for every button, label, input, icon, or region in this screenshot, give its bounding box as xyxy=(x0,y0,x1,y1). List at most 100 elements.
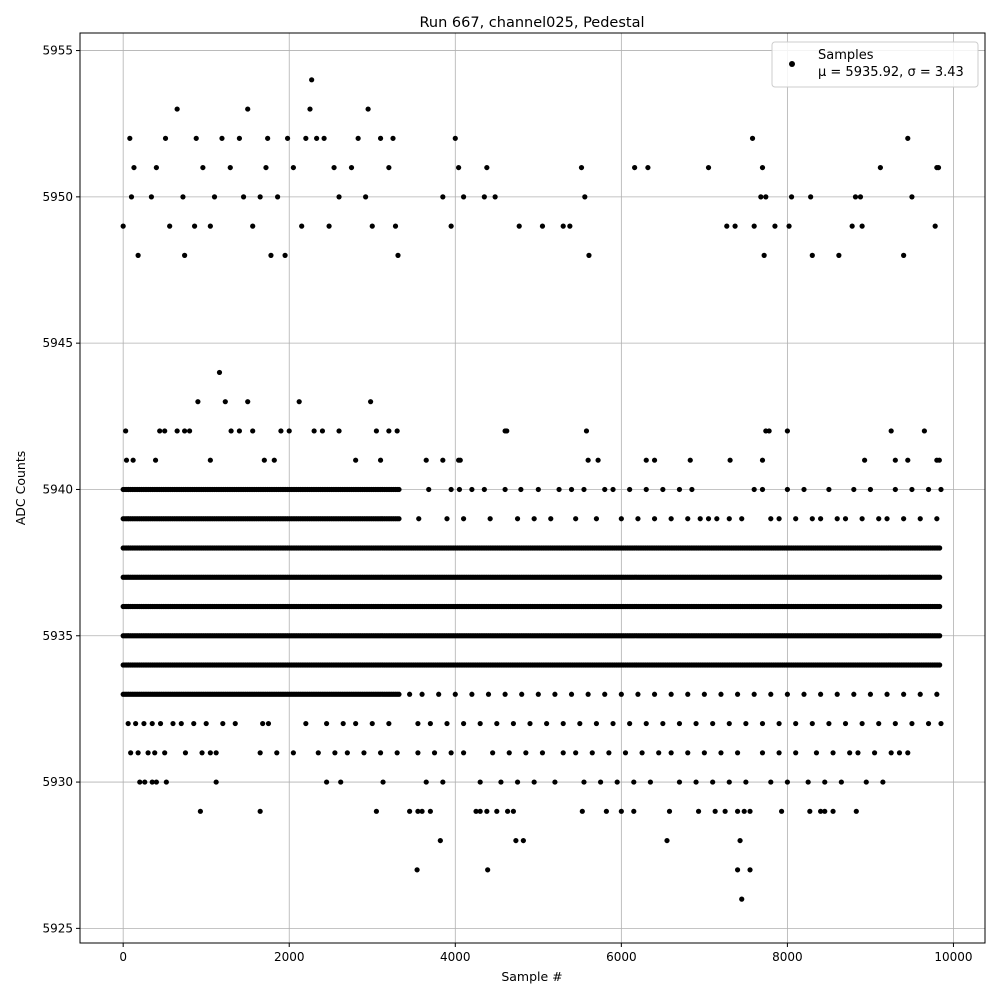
data-point xyxy=(395,252,401,258)
data-point xyxy=(793,750,799,756)
data-point xyxy=(818,516,824,522)
data-point xyxy=(290,164,296,171)
data-point xyxy=(877,164,883,171)
data-point xyxy=(838,779,844,785)
data-point xyxy=(174,428,180,434)
data-points xyxy=(120,77,944,902)
data-point xyxy=(822,779,828,785)
data-point xyxy=(213,779,219,785)
data-point xyxy=(460,194,467,200)
data-point xyxy=(778,808,785,814)
data-point xyxy=(315,750,321,756)
legend-marker xyxy=(789,61,795,67)
data-point xyxy=(651,516,658,522)
data-point xyxy=(484,808,490,814)
data-point xyxy=(303,135,309,141)
data-point xyxy=(444,720,450,727)
data-point xyxy=(676,486,683,493)
data-point xyxy=(867,691,874,697)
data-point xyxy=(396,486,402,493)
data-point xyxy=(440,457,446,463)
data-point xyxy=(685,516,691,522)
data-point xyxy=(162,428,168,434)
data-point xyxy=(722,808,728,814)
data-point xyxy=(127,135,133,141)
data-point xyxy=(319,428,326,434)
data-point xyxy=(220,720,226,727)
data-point xyxy=(586,252,592,258)
data-point xyxy=(182,252,188,258)
data-point xyxy=(938,720,944,727)
data-point xyxy=(377,457,384,463)
data-point xyxy=(668,691,674,697)
data-point xyxy=(697,516,703,522)
data-point xyxy=(737,837,743,844)
data-point xyxy=(618,808,624,814)
data-point xyxy=(213,750,219,756)
data-point xyxy=(552,779,558,785)
x-tick-label: 10000 xyxy=(934,950,972,964)
data-point xyxy=(618,516,624,522)
data-point xyxy=(323,720,330,727)
data-point xyxy=(332,750,338,756)
data-point xyxy=(582,194,588,200)
data-point xyxy=(747,808,753,814)
data-point xyxy=(763,194,769,200)
data-point xyxy=(836,252,842,258)
data-point xyxy=(867,486,874,493)
data-point xyxy=(801,691,807,697)
data-point xyxy=(120,223,126,229)
data-point xyxy=(240,194,247,200)
data-point xyxy=(178,720,184,727)
data-point xyxy=(193,135,199,141)
chart-title: Run 667, channel025, Pedestal xyxy=(419,15,644,31)
data-point xyxy=(321,135,327,141)
data-point xyxy=(502,691,508,697)
data-point xyxy=(807,808,813,814)
data-point xyxy=(862,457,868,463)
data-point xyxy=(502,486,508,493)
data-point xyxy=(456,164,462,171)
data-point xyxy=(589,750,595,756)
data-point xyxy=(876,516,882,522)
data-point xyxy=(818,691,824,697)
data-point xyxy=(857,194,864,200)
data-point xyxy=(813,750,820,756)
data-point xyxy=(826,720,832,727)
plot-frame xyxy=(79,32,986,944)
data-point xyxy=(863,779,869,785)
data-point xyxy=(250,223,256,229)
data-point xyxy=(567,223,573,229)
data-point xyxy=(676,720,683,727)
data-point xyxy=(133,720,139,727)
data-point xyxy=(579,808,585,814)
legend-label: Samples xyxy=(818,48,874,63)
data-point xyxy=(236,135,243,141)
data-point xyxy=(456,486,463,493)
data-point xyxy=(909,720,915,727)
data-point xyxy=(734,867,741,873)
x-tick-label: 6000 xyxy=(606,950,637,964)
data-point xyxy=(880,779,886,785)
data-point xyxy=(199,750,205,756)
data-point xyxy=(784,691,790,697)
data-point xyxy=(909,194,915,200)
data-point xyxy=(377,135,384,141)
legend: Samples μ = 5935.92, σ = 3.43 xyxy=(771,41,979,88)
data-point xyxy=(125,720,131,727)
data-point xyxy=(685,691,691,697)
data-point xyxy=(693,779,699,785)
data-point xyxy=(326,223,332,229)
data-point xyxy=(859,720,865,727)
data-point xyxy=(510,720,517,727)
data-point xyxy=(573,750,579,756)
data-point xyxy=(635,691,641,697)
data-point xyxy=(732,223,738,229)
data-point xyxy=(842,720,849,727)
data-point xyxy=(830,808,836,814)
data-point xyxy=(485,691,492,697)
data-point xyxy=(826,486,832,493)
data-point xyxy=(431,750,438,756)
data-point xyxy=(759,720,766,727)
data-point xyxy=(888,750,894,756)
